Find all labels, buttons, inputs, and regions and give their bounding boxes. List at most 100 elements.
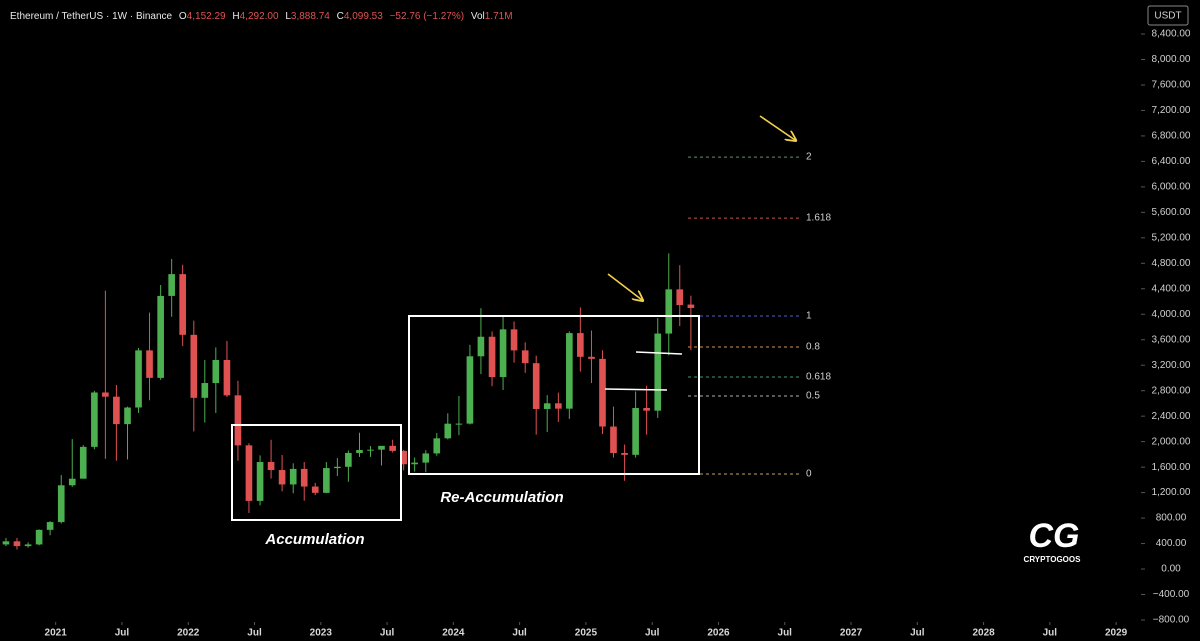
- y-tick-label: 2,000.00: [1152, 436, 1191, 447]
- y-tick-label: 800.00: [1156, 513, 1187, 524]
- x-tick-label: 2029: [1105, 628, 1128, 639]
- candle-body: [13, 541, 21, 547]
- candle-body: [135, 350, 142, 408]
- fib-label: 0.5: [806, 391, 820, 402]
- y-tick-label: 4,800.00: [1152, 258, 1191, 269]
- fib-label: 1.618: [806, 213, 831, 224]
- candle-body: [610, 426, 617, 453]
- level-line: [635, 351, 683, 355]
- annotation: Accumulation: [264, 531, 364, 548]
- fib-label: 0.8: [806, 342, 820, 353]
- annotation: Re-Accumulation: [440, 489, 563, 506]
- candle-body: [411, 462, 418, 465]
- label: O: [179, 11, 187, 22]
- y-tick-label: 8,000.00: [1152, 54, 1191, 65]
- candle-body: [256, 462, 264, 501]
- candle-body: [477, 336, 485, 357]
- x-tick-label: 2023: [310, 628, 333, 639]
- candle-body: [588, 356, 595, 359]
- y-tick-label: −400.00: [1153, 589, 1190, 600]
- y-tick-label: 1,600.00: [1152, 462, 1191, 473]
- x-tick-label: Jul: [1043, 628, 1058, 639]
- logo-mark: CG: [1029, 517, 1080, 555]
- candle-body: [68, 478, 76, 486]
- y-tick-label: 5,600.00: [1152, 207, 1191, 218]
- candle-body: [676, 289, 684, 306]
- value: 4,099.53: [344, 11, 383, 22]
- x-tick-label: 2026: [707, 628, 730, 639]
- y-tick-label: 3,600.00: [1152, 334, 1191, 345]
- candle-body: [566, 333, 573, 409]
- candle-body: [521, 350, 529, 364]
- candle-body: [190, 334, 198, 398]
- y-tick-label: 400.00: [1156, 538, 1187, 549]
- fib-label: 0: [806, 469, 812, 480]
- y-tick-label: 2,800.00: [1152, 385, 1191, 396]
- candle-body: [422, 453, 430, 463]
- candle-body: [378, 445, 385, 450]
- candle-body: [367, 449, 374, 451]
- candle-body: [577, 333, 584, 357]
- candle-body: [223, 359, 231, 396]
- candle-body: [510, 329, 518, 351]
- candle-body: [654, 333, 662, 411]
- currency-box[interactable]: [1147, 5, 1189, 26]
- y-tick-label: 4,400.00: [1152, 283, 1191, 294]
- accumulation-box: [231, 424, 402, 521]
- candle-body: [543, 403, 551, 409]
- candle-body: [599, 358, 606, 427]
- fib-label: 2: [806, 152, 812, 163]
- candle-body: [102, 392, 109, 397]
- header: Ethereum / TetherUS · 1W · Binance O4,15…: [10, 11, 513, 22]
- candle-body: [234, 395, 242, 446]
- x-tick-label: 2022: [177, 628, 200, 639]
- candle-body: [466, 356, 474, 424]
- candle-body: [687, 304, 695, 308]
- x-tick-label: Jul: [512, 628, 527, 639]
- candle-body: [311, 486, 319, 493]
- candle-body: [212, 359, 220, 384]
- candle-body: [201, 383, 209, 398]
- candle-body: [488, 336, 496, 378]
- candle-body: [345, 452, 352, 467]
- candle-body: [334, 466, 341, 469]
- candle-body: [245, 445, 253, 501]
- y-tick-label: 6,400.00: [1152, 156, 1191, 167]
- currency[interactable]: USDT: [1154, 11, 1181, 22]
- candle-body: [621, 452, 628, 455]
- y-tick-label: 7,200.00: [1152, 105, 1191, 116]
- candle-body: [57, 485, 65, 523]
- candle-body: [278, 470, 286, 485]
- level-line: [604, 388, 668, 391]
- symbol: Ethereum / TetherUS · 1W · Binance: [10, 11, 173, 22]
- x-tick-label: 2025: [575, 628, 598, 639]
- x-tick-label: 2028: [972, 628, 995, 639]
- candle-body: [400, 450, 407, 465]
- candle-body: [91, 392, 98, 447]
- y-tick-label: 0.00: [1161, 564, 1181, 575]
- value: 3,888.74: [291, 11, 330, 22]
- candle-body: [499, 329, 507, 378]
- y-tick-label: 8,400.00: [1152, 29, 1191, 40]
- candle-body: [300, 468, 308, 487]
- candle-body: [267, 462, 275, 471]
- y-tick-label: 2,400.00: [1152, 411, 1191, 422]
- y-tick-label: 4,000.00: [1152, 309, 1191, 320]
- plot-area: 8,400.00 8,000.00 7,600.00 7,200.00 6,800.00…: [2, 29, 1191, 639]
- reaccumulation-box: [408, 315, 700, 475]
- x-tick-label: Jul: [910, 628, 925, 639]
- value: 1.71M: [485, 11, 513, 22]
- candle-body: [555, 403, 562, 409]
- candle-body: [389, 445, 396, 451]
- y-tick-label: 1,200.00: [1152, 487, 1191, 498]
- candle-body: [2, 541, 10, 545]
- candle-body: [632, 408, 639, 455]
- candle-body: [168, 274, 175, 296]
- candle-body: [433, 438, 441, 454]
- candle-body: [157, 295, 164, 378]
- y-tick-label: −800.00: [1153, 615, 1190, 626]
- x-tick-label: Jul: [778, 628, 793, 639]
- arrow: [607, 273, 642, 300]
- logo-name: CRYPTOGOOS: [1024, 555, 1082, 564]
